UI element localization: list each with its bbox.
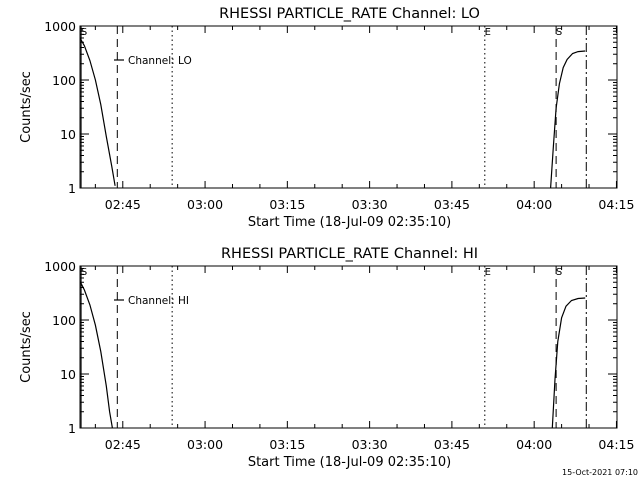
marker-label: E xyxy=(485,27,491,38)
x-tick-label: 04:15 xyxy=(598,437,634,452)
legend-label: Channel: LO xyxy=(128,55,192,67)
y-tick-label: 100 xyxy=(52,313,76,328)
y-tick-label: 10 xyxy=(60,127,76,142)
series-line xyxy=(551,297,586,429)
x-axis-label: Start Time (18-Jul-09 02:35:10) xyxy=(248,455,451,470)
x-tick-label: 04:15 xyxy=(598,197,634,212)
y-axis-label: Counts/sec xyxy=(19,311,34,383)
chart-title: RHESSI PARTICLE_RATE Channel: LO xyxy=(219,6,480,22)
footer-timestamp: 15-Oct-2021 07:10 xyxy=(562,468,638,477)
x-tick-label: 03:15 xyxy=(269,197,305,212)
panel-hi: RHESSI PARTICLE_RATE Channel: HI 02:45 03:… xyxy=(19,246,634,470)
x-tick-label: 03:00 xyxy=(187,437,223,452)
plot-frame xyxy=(79,25,618,189)
chart-title: RHESSI PARTICLE_RATE Channel: HI xyxy=(221,246,478,262)
x-axis-label: Start Time (18-Jul-09 02:35:10) xyxy=(248,215,451,230)
x-tick-label: 03:45 xyxy=(434,197,470,212)
x-tick-label: 03:30 xyxy=(352,197,388,212)
x-tick-label: 02:45 xyxy=(105,437,141,452)
x-tick-label: 04:00 xyxy=(516,197,552,212)
x-tick-label: 03:45 xyxy=(434,437,470,452)
x-tick-label: 02:45 xyxy=(105,197,141,212)
x-tick-label: 04:00 xyxy=(516,437,552,452)
y-axis-label: Counts/sec xyxy=(19,71,34,143)
plot-frame xyxy=(79,265,618,429)
marker-label: S xyxy=(81,267,87,278)
marker-label: S xyxy=(556,27,562,38)
y-tick-label: 1 xyxy=(68,181,76,196)
y-tick-label: 1 xyxy=(68,421,76,436)
legend-label: Channel: HI xyxy=(128,295,189,307)
x-tick-label: 03:00 xyxy=(187,197,223,212)
series-line xyxy=(79,281,113,429)
series-line xyxy=(79,37,116,186)
marker-label: S xyxy=(556,267,562,278)
y-tick-label: 1000 xyxy=(44,259,76,274)
marker-label: S xyxy=(81,27,87,38)
y-tick-label: 100 xyxy=(52,73,76,88)
y-tick-label: 10 xyxy=(60,367,76,382)
x-tick-label: 03:15 xyxy=(269,437,305,452)
series-line xyxy=(550,50,586,189)
marker-label: E xyxy=(485,267,491,278)
x-tick-label: 03:30 xyxy=(352,437,388,452)
y-tick-label: 1000 xyxy=(44,19,76,34)
panel-lo: RHESSI PARTICLE_RATE Channel: LO 02:45 03:… xyxy=(19,6,634,230)
